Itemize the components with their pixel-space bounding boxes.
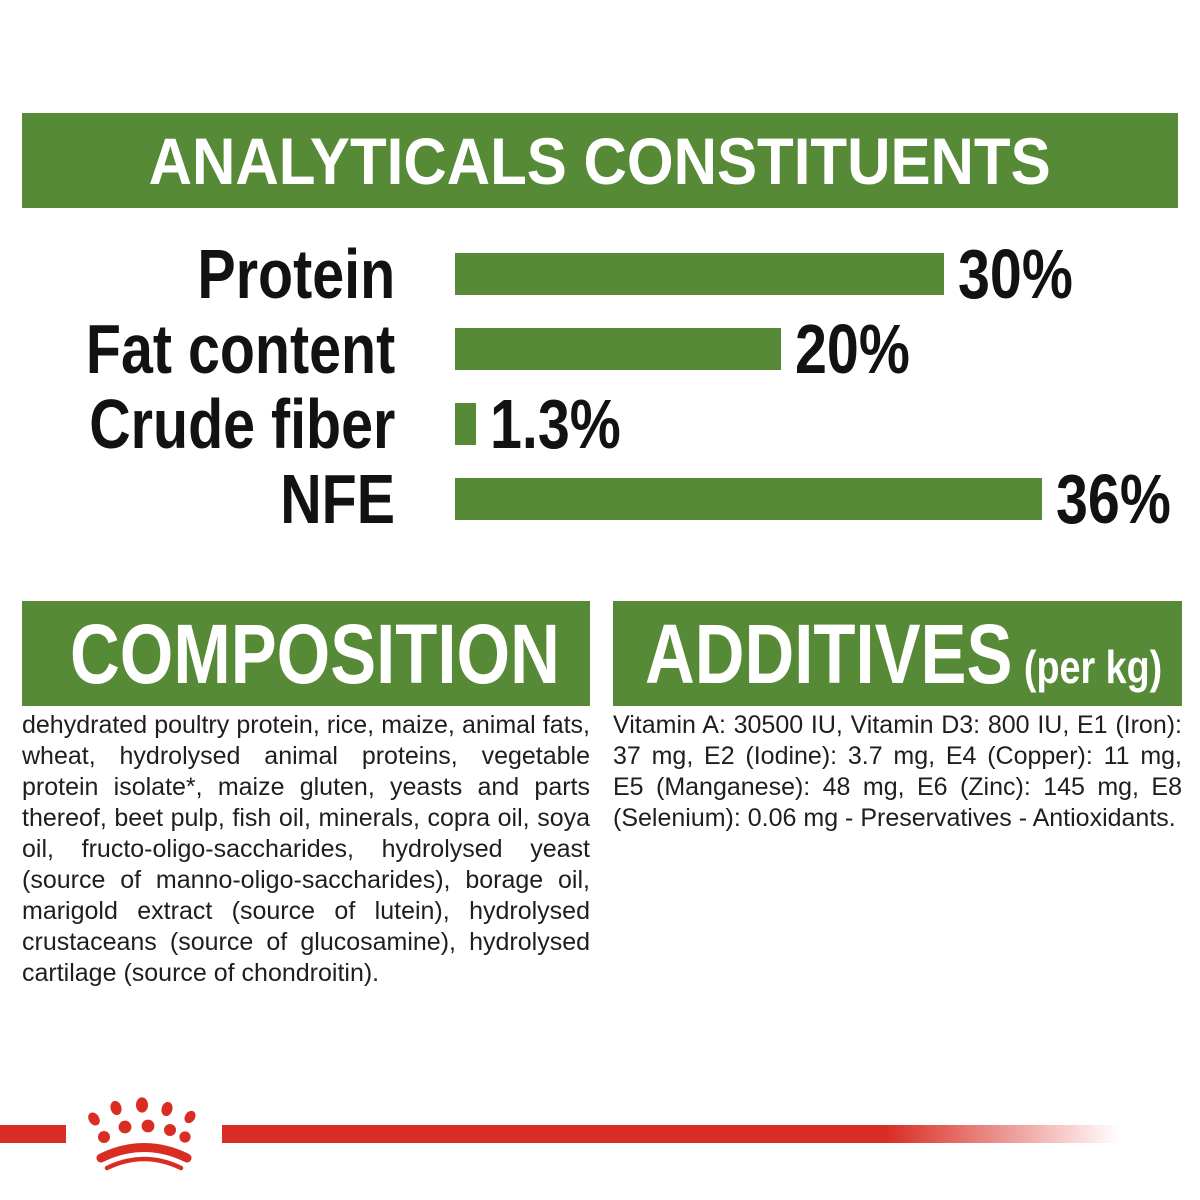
- additives-per-kg-label: (per kg): [1023, 640, 1163, 693]
- chart-row: NFE 36%: [0, 460, 1200, 538]
- analytical-constituents-bar-chart: Protein 30% Fat content 20% Crude fiber 1.3% N…: [0, 235, 1200, 553]
- footer-red-line: [222, 1125, 1120, 1143]
- chart-category-label: Fat content: [85, 310, 395, 388]
- footer-red-line-left-stub: [0, 1125, 66, 1143]
- chart-row: Crude fiber 1.3%: [0, 385, 1200, 463]
- chart-bar: [455, 253, 944, 295]
- composition-header-banner: COMPOSITION: [22, 601, 590, 706]
- composition-title: COMPOSITION: [70, 606, 560, 701]
- composition-body-text: dehydrated poultry protein, rice, maize,…: [22, 711, 590, 987]
- chart-bar: [455, 478, 1042, 520]
- chart-value-label: 20%: [795, 310, 910, 388]
- additives-title-text: ADDITIVES: [645, 606, 1013, 701]
- additives-title: ADDITIVES (per kg): [645, 612, 1162, 696]
- chart-value-label: 1.3%: [490, 385, 621, 463]
- chart-bar: [455, 403, 476, 445]
- analyticals-title: ANALYTICALS CONSTITUENTS: [148, 123, 1052, 198]
- chart-value-label: 36%: [1056, 460, 1171, 538]
- chart-value-label: 30%: [958, 235, 1073, 313]
- chart-category-label: Protein: [197, 235, 395, 313]
- chart-row: Protein 30%: [0, 235, 1200, 313]
- chart-category-label: NFE: [280, 460, 395, 538]
- additives-body-text: Vitamin A: 30500 IU, Vitamin D3: 800 IU,…: [613, 711, 1182, 832]
- chart-category-label: Crude fiber: [88, 385, 395, 463]
- analyticals-header-banner: ANALYTICALS CONSTITUENTS: [22, 113, 1178, 208]
- royal-canin-crown-logo: [88, 1097, 196, 1171]
- chart-bar: [455, 328, 781, 370]
- chart-row: Fat content 20%: [0, 310, 1200, 388]
- additives-header-banner: ADDITIVES (per kg): [613, 601, 1182, 706]
